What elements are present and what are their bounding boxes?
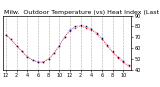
Text: Milw.  Outdoor Temperature (vs) Heat Index (Last 24 Hours): Milw. Outdoor Temperature (vs) Heat Inde… [4, 10, 160, 15]
